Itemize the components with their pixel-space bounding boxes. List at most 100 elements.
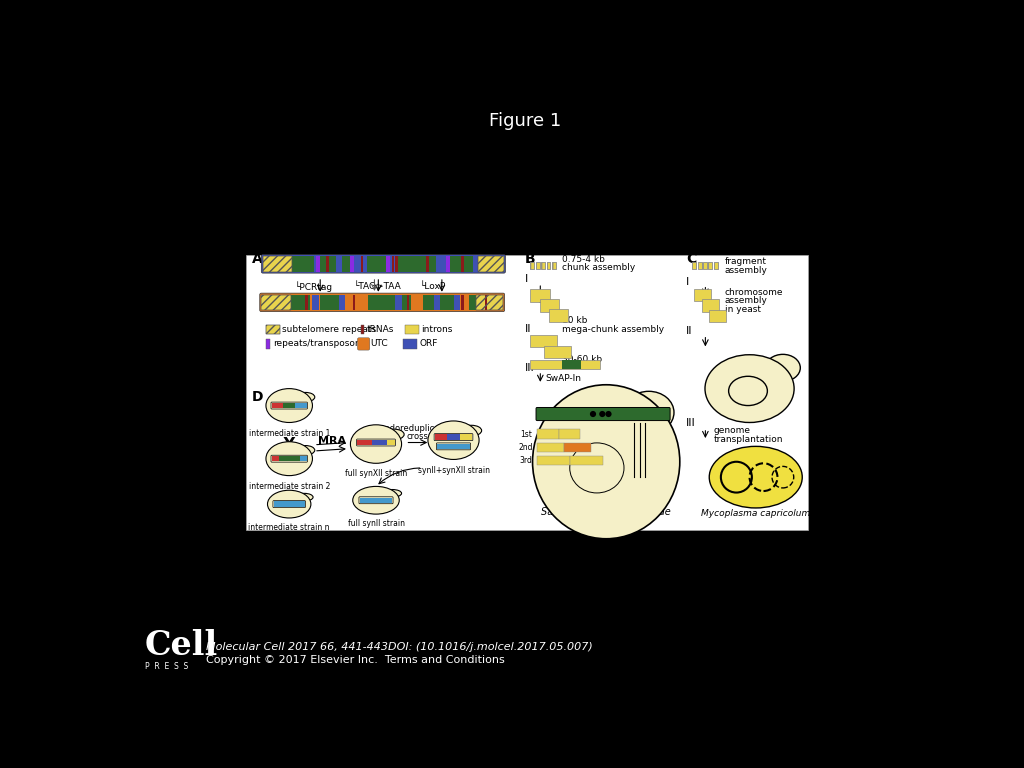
Text: fragment: fragment: [725, 257, 767, 266]
Text: 1st: 1st: [520, 430, 532, 439]
Ellipse shape: [705, 355, 795, 422]
Ellipse shape: [296, 493, 313, 501]
Bar: [541, 262, 545, 270]
Bar: [360, 257, 362, 272]
Bar: [570, 455, 603, 465]
FancyBboxPatch shape: [284, 502, 294, 507]
Bar: [461, 295, 464, 310]
Bar: [406, 325, 420, 334]
Bar: [261, 295, 289, 310]
FancyBboxPatch shape: [380, 440, 387, 445]
Ellipse shape: [710, 446, 802, 508]
Text: 3rd: 3rd: [519, 456, 532, 465]
Bar: [403, 339, 417, 349]
Bar: [445, 257, 450, 272]
Bar: [434, 295, 440, 310]
FancyBboxPatch shape: [437, 444, 449, 449]
Text: II: II: [524, 324, 531, 334]
Ellipse shape: [428, 421, 479, 459]
Text: genome: genome: [714, 425, 751, 435]
FancyBboxPatch shape: [357, 440, 365, 445]
Text: introns: introns: [421, 325, 453, 334]
Ellipse shape: [267, 490, 311, 518]
Bar: [558, 429, 580, 439]
Bar: [450, 257, 473, 272]
FancyBboxPatch shape: [271, 456, 279, 462]
Bar: [693, 289, 711, 301]
Text: 2nd: 2nd: [518, 443, 532, 452]
Bar: [538, 455, 570, 465]
Text: Molecular Cell 2017 66, 441-443DOI: (10.1016/j.molcel.2017.05.007): Molecular Cell 2017 66, 441-443DOI: (10.…: [206, 642, 592, 652]
Text: I: I: [524, 274, 528, 284]
Text: Cell: Cell: [145, 628, 218, 661]
FancyBboxPatch shape: [459, 444, 470, 449]
Ellipse shape: [383, 489, 401, 497]
Ellipse shape: [532, 385, 680, 539]
Bar: [484, 295, 486, 310]
Bar: [352, 295, 355, 310]
FancyBboxPatch shape: [289, 403, 295, 409]
Text: X: X: [569, 429, 574, 438]
Bar: [263, 257, 292, 272]
Text: intermediate strain n: intermediate strain n: [249, 522, 330, 531]
Bar: [386, 257, 390, 272]
FancyBboxPatch shape: [294, 502, 305, 507]
Bar: [369, 295, 411, 310]
FancyBboxPatch shape: [365, 440, 373, 445]
Text: MRA: MRA: [317, 436, 346, 446]
Bar: [395, 257, 397, 272]
Text: ORF: ORF: [420, 339, 438, 349]
Text: 10 kb: 10 kb: [562, 316, 588, 325]
Bar: [544, 346, 571, 358]
Bar: [530, 289, 550, 303]
FancyBboxPatch shape: [286, 456, 293, 462]
Bar: [538, 429, 558, 439]
Bar: [697, 262, 701, 270]
Text: Figure 1: Figure 1: [488, 112, 561, 131]
Bar: [476, 295, 503, 310]
Bar: [327, 257, 329, 272]
FancyBboxPatch shape: [387, 440, 394, 445]
FancyBboxPatch shape: [371, 498, 381, 503]
FancyBboxPatch shape: [278, 403, 284, 409]
Bar: [266, 339, 270, 349]
Text: assembly: assembly: [725, 296, 768, 306]
Text: UTC: UTC: [371, 339, 388, 349]
Text: mega-chunk assembly: mega-chunk assembly: [562, 325, 665, 334]
Bar: [266, 325, 280, 334]
Bar: [454, 295, 460, 310]
Bar: [316, 257, 321, 272]
Text: 30-60 kb: 30-60 kb: [562, 355, 602, 364]
Text: III: III: [686, 419, 695, 429]
FancyBboxPatch shape: [284, 403, 289, 409]
Ellipse shape: [352, 486, 399, 514]
Bar: [426, 257, 429, 272]
Circle shape: [599, 411, 605, 417]
FancyBboxPatch shape: [261, 255, 506, 273]
Bar: [261, 295, 291, 310]
Bar: [552, 262, 556, 270]
FancyBboxPatch shape: [300, 456, 306, 462]
Text: X: X: [569, 442, 574, 451]
FancyBboxPatch shape: [359, 498, 371, 503]
Ellipse shape: [384, 429, 404, 440]
FancyBboxPatch shape: [435, 435, 447, 440]
Ellipse shape: [624, 392, 674, 434]
Bar: [480, 257, 495, 272]
Bar: [530, 360, 600, 369]
Text: synII+synXII strain: synII+synXII strain: [418, 465, 489, 475]
Text: transplantation: transplantation: [714, 435, 783, 444]
Bar: [536, 262, 540, 270]
FancyBboxPatch shape: [279, 456, 286, 462]
Bar: [714, 262, 718, 270]
Text: └LoxP: └LoxP: [420, 282, 445, 291]
Bar: [549, 309, 568, 323]
FancyBboxPatch shape: [301, 403, 306, 409]
Bar: [367, 257, 388, 272]
Bar: [710, 310, 726, 323]
Bar: [714, 262, 718, 270]
Ellipse shape: [266, 442, 312, 475]
Text: SwAP-In: SwAP-In: [545, 374, 581, 383]
Bar: [709, 262, 713, 270]
Bar: [692, 262, 696, 270]
